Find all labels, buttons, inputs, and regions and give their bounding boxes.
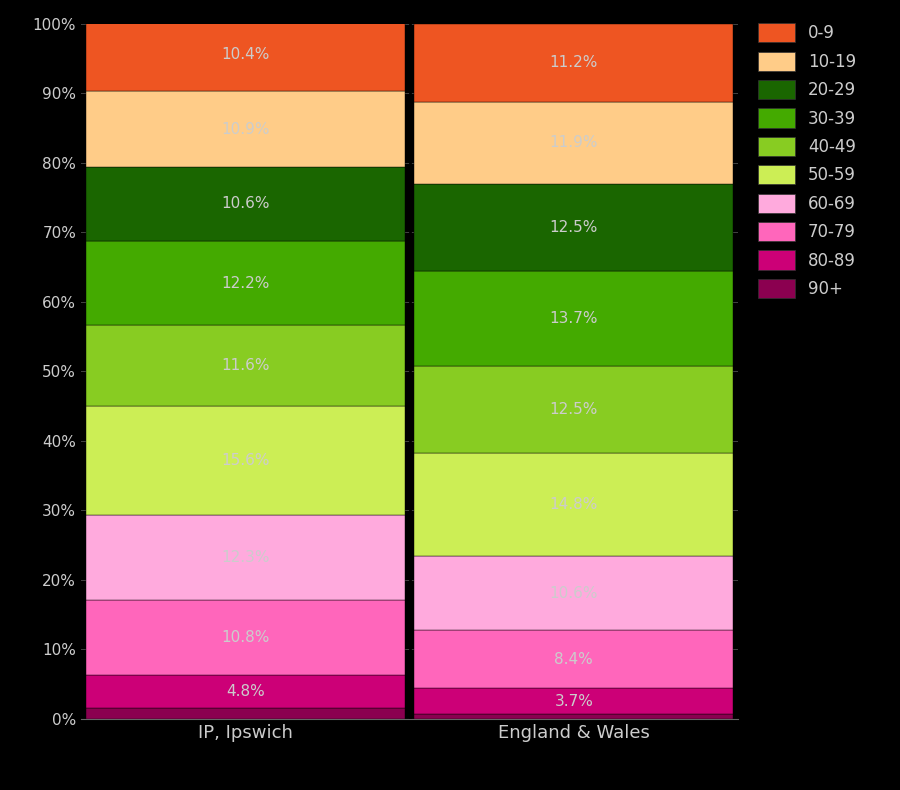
Text: 8.4%: 8.4% xyxy=(554,652,593,667)
Bar xyxy=(414,271,734,367)
Text: 3.7%: 3.7% xyxy=(554,694,593,709)
Bar xyxy=(86,325,405,406)
Text: 11.6%: 11.6% xyxy=(221,358,269,373)
Bar xyxy=(86,19,405,91)
Text: 10.4%: 10.4% xyxy=(221,47,269,62)
Bar xyxy=(86,709,405,719)
Bar xyxy=(414,556,734,630)
Bar xyxy=(86,600,405,675)
Text: 10.6%: 10.6% xyxy=(221,196,269,211)
Bar xyxy=(86,167,405,241)
Bar xyxy=(414,630,734,688)
Bar xyxy=(414,714,734,719)
Text: 12.3%: 12.3% xyxy=(221,550,269,565)
Text: 10.8%: 10.8% xyxy=(221,630,269,645)
Text: 12.2%: 12.2% xyxy=(221,276,269,291)
Bar xyxy=(414,184,734,271)
Bar xyxy=(86,241,405,325)
Text: 12.5%: 12.5% xyxy=(550,220,598,235)
Text: 12.5%: 12.5% xyxy=(550,402,598,417)
Bar xyxy=(86,406,405,514)
Text: 4.8%: 4.8% xyxy=(226,684,265,699)
Bar xyxy=(414,102,734,184)
Bar xyxy=(414,24,734,102)
Text: 11.9%: 11.9% xyxy=(550,135,598,150)
Text: 15.6%: 15.6% xyxy=(221,453,269,468)
Bar xyxy=(86,91,405,167)
Text: 10.9%: 10.9% xyxy=(221,122,269,137)
Text: 10.6%: 10.6% xyxy=(550,585,598,600)
Bar xyxy=(86,675,405,709)
Bar xyxy=(414,688,734,714)
Bar xyxy=(414,453,734,556)
Text: 13.7%: 13.7% xyxy=(550,311,598,326)
Text: 11.2%: 11.2% xyxy=(550,55,598,70)
Text: 14.8%: 14.8% xyxy=(550,497,598,512)
Legend: 0-9, 10-19, 20-29, 30-39, 40-49, 50-59, 60-69, 70-79, 80-89, 90+: 0-9, 10-19, 20-29, 30-39, 40-49, 50-59, … xyxy=(753,18,861,303)
Bar xyxy=(86,514,405,600)
Bar xyxy=(414,367,734,453)
